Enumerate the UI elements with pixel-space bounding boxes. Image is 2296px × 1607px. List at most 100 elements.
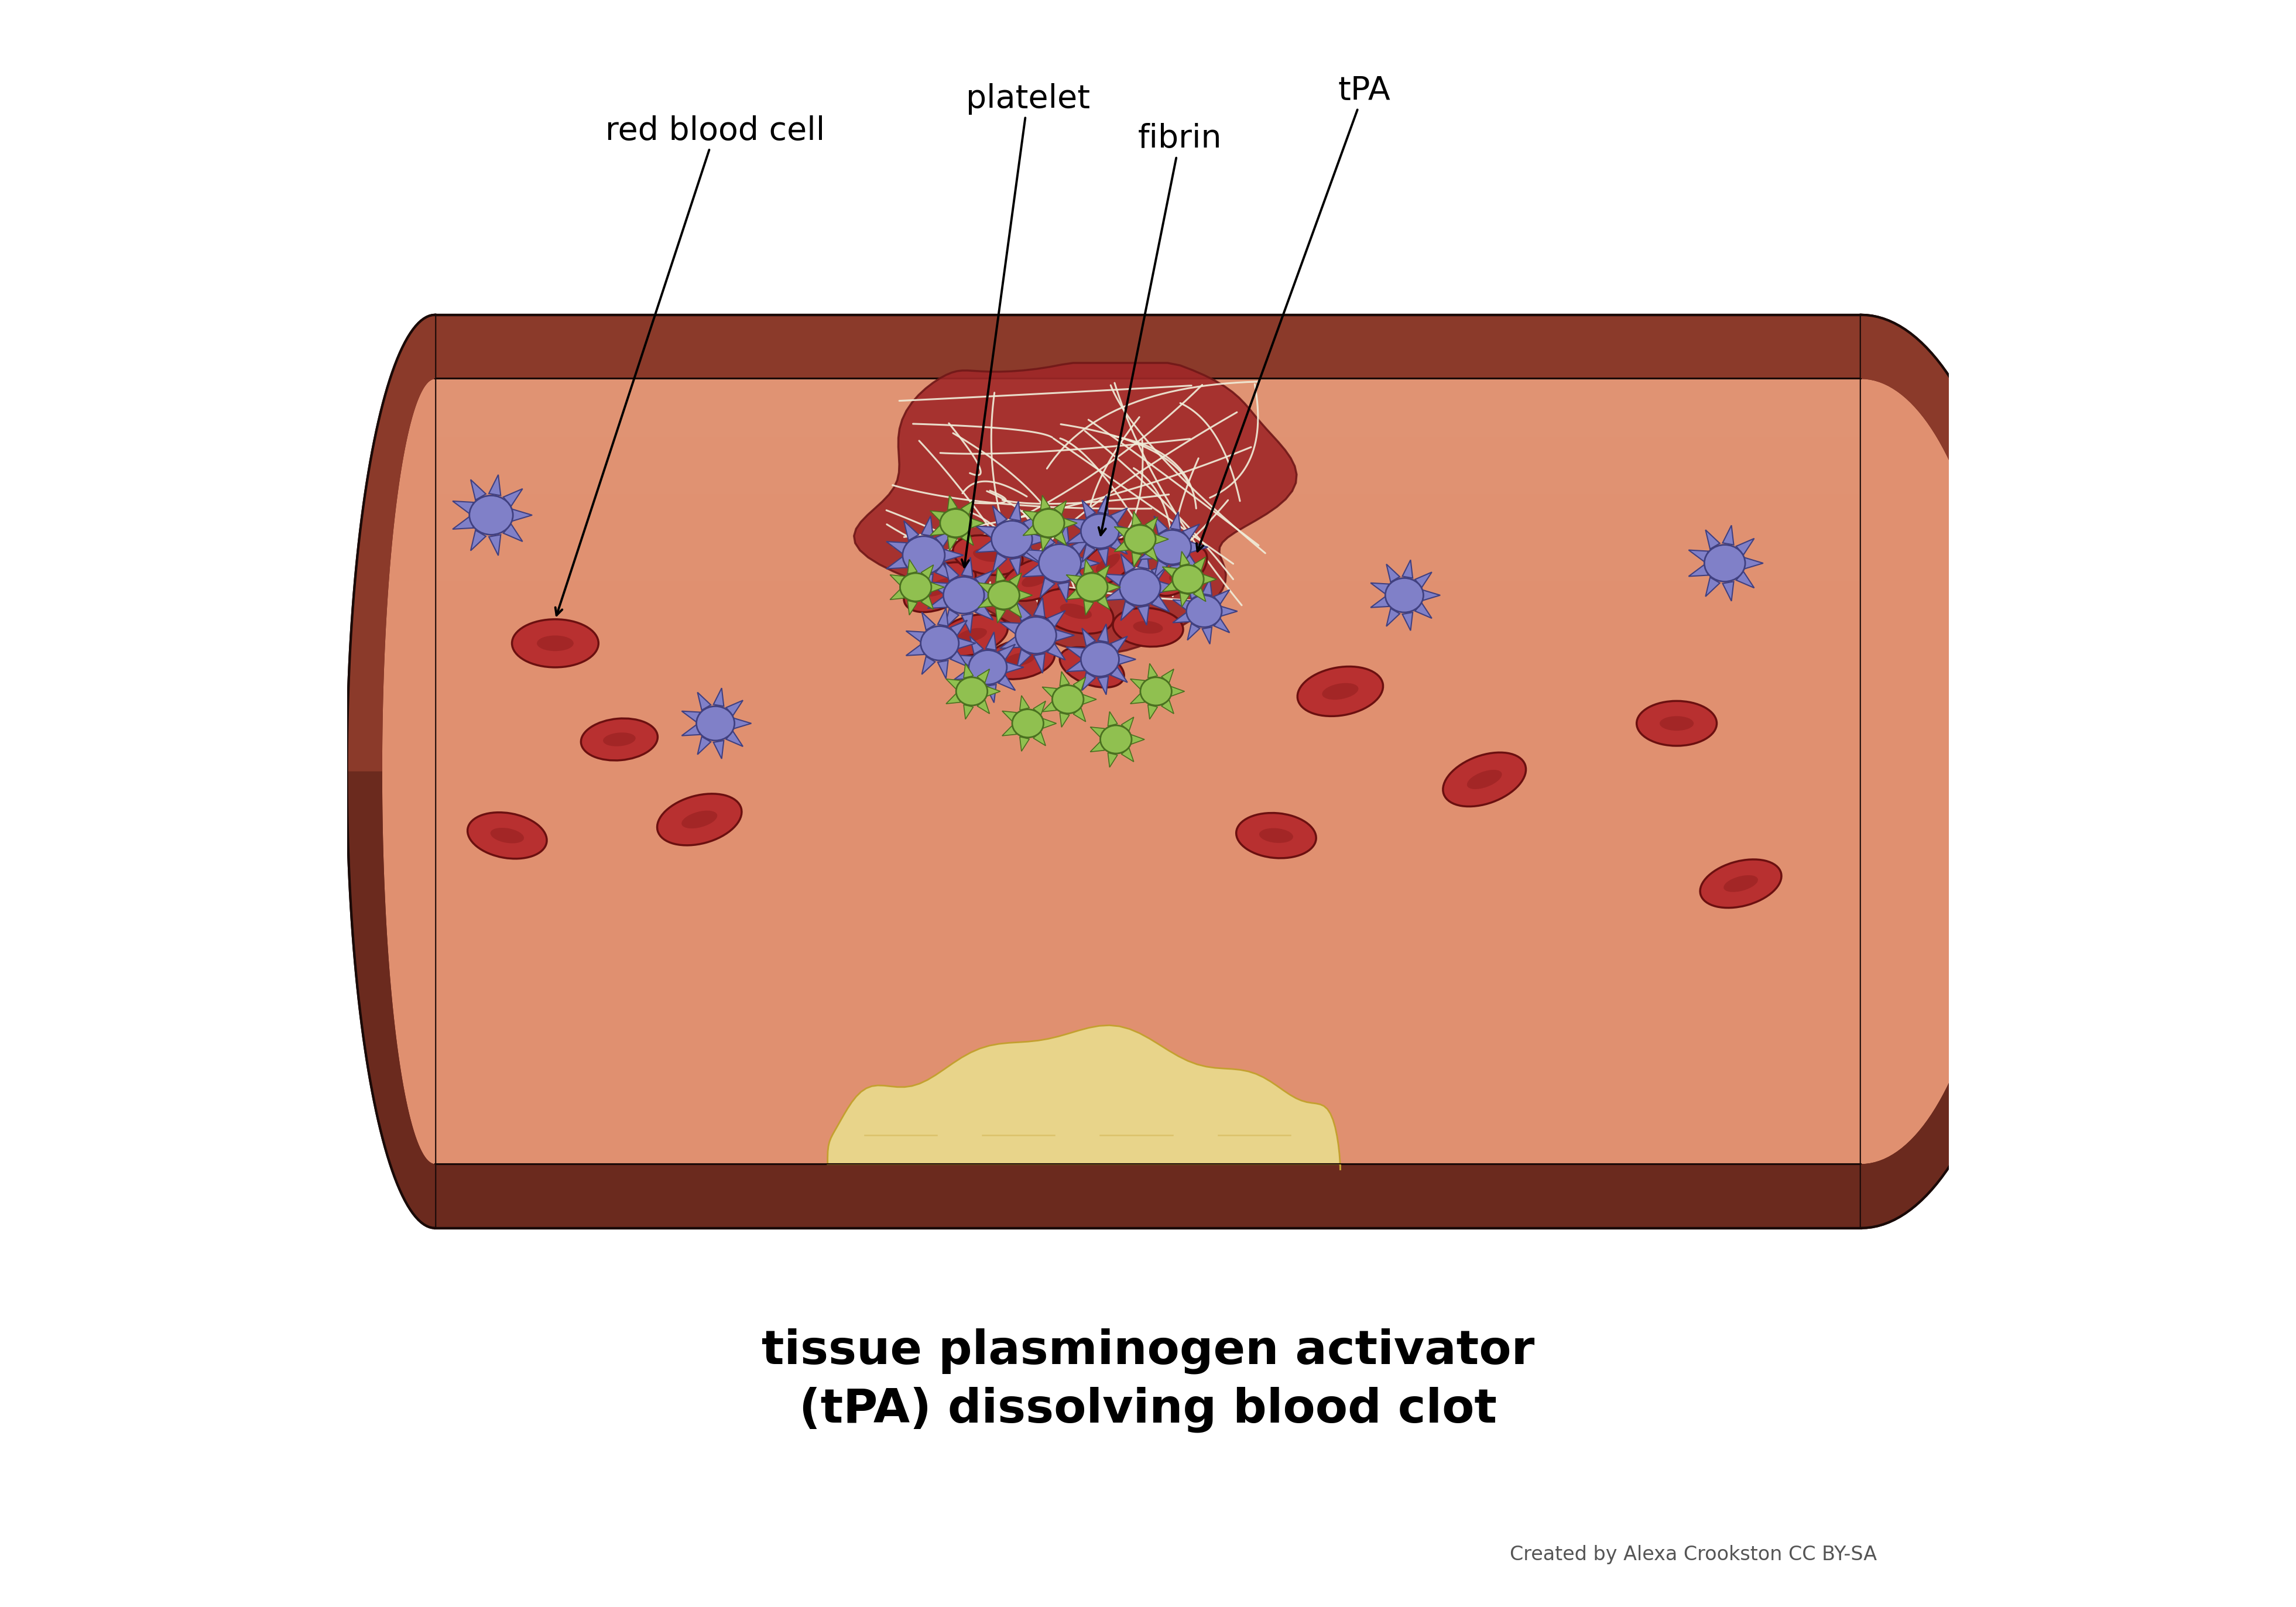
Polygon shape bbox=[1104, 588, 1123, 601]
Polygon shape bbox=[1001, 725, 1017, 736]
Polygon shape bbox=[1056, 630, 1075, 641]
Polygon shape bbox=[1221, 606, 1238, 615]
Polygon shape bbox=[1155, 561, 1166, 579]
Polygon shape bbox=[1182, 524, 1199, 540]
Polygon shape bbox=[1047, 611, 1065, 627]
Polygon shape bbox=[1097, 596, 1109, 609]
Ellipse shape bbox=[1061, 648, 1125, 688]
Ellipse shape bbox=[1235, 813, 1316, 858]
Polygon shape bbox=[978, 669, 990, 683]
Polygon shape bbox=[471, 479, 487, 500]
Polygon shape bbox=[905, 521, 918, 540]
Polygon shape bbox=[905, 570, 918, 590]
Polygon shape bbox=[1114, 527, 1130, 537]
Polygon shape bbox=[985, 685, 996, 702]
Text: fibrin: fibrin bbox=[1100, 124, 1221, 535]
Polygon shape bbox=[1084, 694, 1097, 704]
Polygon shape bbox=[1180, 593, 1189, 607]
Polygon shape bbox=[996, 609, 1006, 624]
Ellipse shape bbox=[1297, 667, 1382, 717]
Polygon shape bbox=[1022, 550, 1042, 562]
Polygon shape bbox=[1072, 709, 1086, 722]
Polygon shape bbox=[1017, 603, 1031, 620]
Polygon shape bbox=[1065, 648, 1084, 657]
Polygon shape bbox=[1173, 612, 1189, 622]
Polygon shape bbox=[999, 675, 1015, 691]
Text: tissue plasminogen activator
(tPA) dissolving blood clot: tissue plasminogen activator (tPA) disso… bbox=[762, 1327, 1534, 1432]
Polygon shape bbox=[1862, 771, 2037, 1228]
Polygon shape bbox=[1203, 579, 1212, 595]
Polygon shape bbox=[1706, 577, 1720, 596]
Polygon shape bbox=[1072, 677, 1086, 691]
Polygon shape bbox=[1097, 566, 1109, 579]
Polygon shape bbox=[946, 680, 960, 689]
Polygon shape bbox=[347, 771, 434, 1228]
Polygon shape bbox=[971, 517, 985, 529]
Polygon shape bbox=[1139, 535, 1157, 546]
Polygon shape bbox=[907, 559, 916, 574]
Text: platelet: platelet bbox=[962, 84, 1091, 567]
Polygon shape bbox=[503, 489, 523, 506]
Polygon shape bbox=[1155, 516, 1166, 534]
Polygon shape bbox=[714, 688, 723, 705]
Polygon shape bbox=[1148, 664, 1157, 678]
Polygon shape bbox=[955, 669, 974, 680]
Polygon shape bbox=[1745, 558, 1763, 569]
Polygon shape bbox=[1097, 548, 1109, 567]
Ellipse shape bbox=[957, 628, 987, 643]
Polygon shape bbox=[992, 506, 1008, 525]
Polygon shape bbox=[1084, 559, 1093, 574]
Text: tPA: tPA bbox=[1196, 76, 1391, 551]
Polygon shape bbox=[726, 731, 744, 747]
Polygon shape bbox=[735, 718, 751, 728]
Ellipse shape bbox=[1038, 545, 1081, 582]
Polygon shape bbox=[1130, 693, 1146, 704]
Polygon shape bbox=[1111, 538, 1127, 554]
Polygon shape bbox=[1150, 562, 1169, 579]
Polygon shape bbox=[1097, 624, 1109, 643]
Polygon shape bbox=[969, 680, 983, 699]
Polygon shape bbox=[1061, 714, 1070, 728]
Polygon shape bbox=[1722, 582, 1733, 601]
Ellipse shape bbox=[468, 495, 512, 535]
Ellipse shape bbox=[1467, 770, 1502, 789]
Polygon shape bbox=[1111, 667, 1127, 683]
Polygon shape bbox=[1104, 574, 1123, 587]
Ellipse shape bbox=[985, 640, 1054, 680]
Polygon shape bbox=[921, 612, 934, 630]
Polygon shape bbox=[934, 530, 955, 546]
Polygon shape bbox=[1139, 550, 1148, 569]
Polygon shape bbox=[1097, 677, 1109, 694]
Polygon shape bbox=[1111, 636, 1127, 651]
Polygon shape bbox=[1107, 582, 1120, 591]
Polygon shape bbox=[698, 736, 712, 754]
Polygon shape bbox=[1047, 643, 1065, 660]
Polygon shape bbox=[1162, 669, 1173, 683]
Polygon shape bbox=[1010, 558, 1022, 577]
Polygon shape bbox=[964, 664, 974, 678]
Polygon shape bbox=[1042, 686, 1056, 697]
Bar bbox=[434, 495, 1862, 524]
Ellipse shape bbox=[925, 579, 955, 596]
Polygon shape bbox=[698, 693, 712, 710]
Polygon shape bbox=[962, 558, 974, 577]
Ellipse shape bbox=[1006, 652, 1035, 665]
Polygon shape bbox=[1403, 559, 1412, 579]
Polygon shape bbox=[1148, 705, 1157, 720]
Ellipse shape bbox=[512, 619, 599, 667]
Polygon shape bbox=[907, 632, 925, 641]
Ellipse shape bbox=[987, 582, 1019, 609]
Polygon shape bbox=[948, 495, 957, 509]
Polygon shape bbox=[891, 575, 905, 585]
Polygon shape bbox=[714, 741, 723, 759]
Ellipse shape bbox=[1114, 607, 1182, 646]
Polygon shape bbox=[1371, 596, 1389, 607]
Ellipse shape bbox=[491, 828, 523, 844]
Ellipse shape bbox=[1637, 701, 1717, 746]
Polygon shape bbox=[1139, 606, 1148, 625]
Polygon shape bbox=[1162, 567, 1178, 577]
Polygon shape bbox=[854, 363, 1297, 654]
Polygon shape bbox=[978, 598, 992, 607]
Polygon shape bbox=[962, 501, 974, 514]
Polygon shape bbox=[1155, 534, 1169, 545]
